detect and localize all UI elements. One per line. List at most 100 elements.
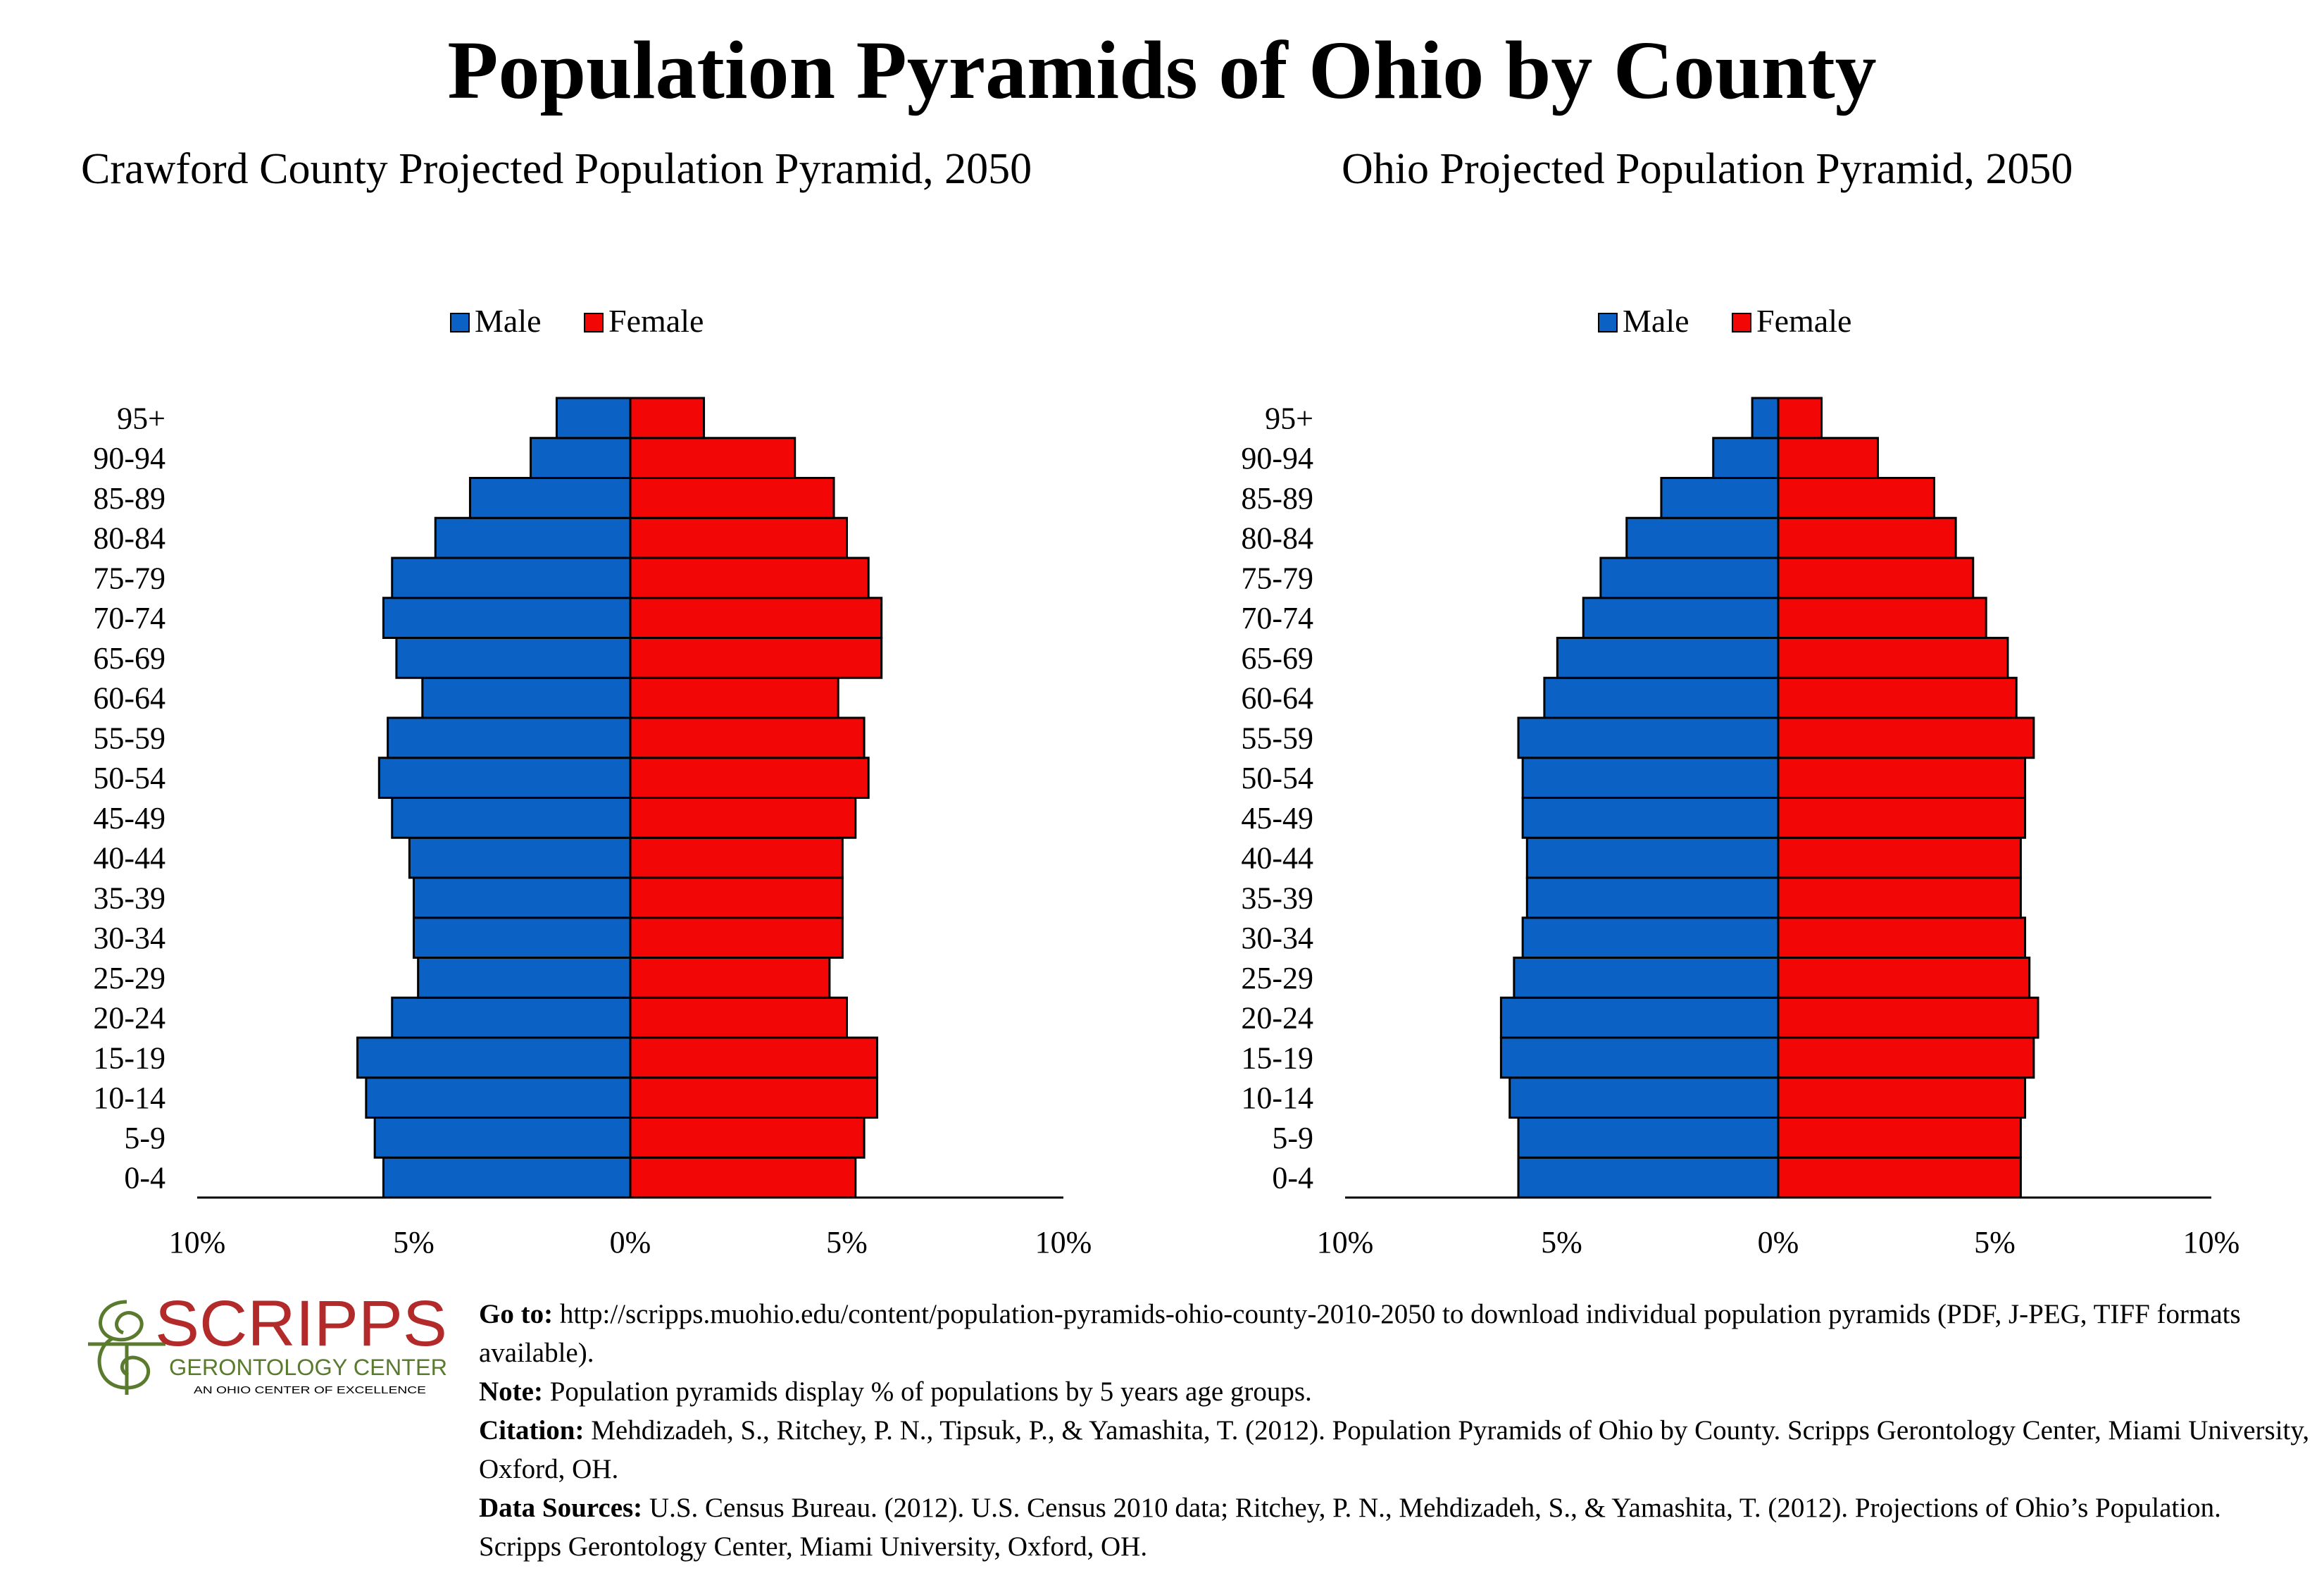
- x-tick-label: 10%: [1035, 1225, 1092, 1260]
- category-label-5-9: 5-9: [124, 1121, 165, 1155]
- legend-swatch-female: [584, 313, 604, 332]
- legend-label-female: Female: [1756, 303, 1851, 339]
- bar-male-20-24: [391, 996, 632, 1039]
- citation-label: Citation:: [479, 1415, 585, 1446]
- bar-female-75-79: [629, 557, 870, 599]
- x-tick-label: 0%: [1758, 1225, 1799, 1260]
- category-label-40-44: 40-44: [93, 841, 165, 876]
- bar-female-0-4: [1777, 1156, 2022, 1199]
- legend-label-male: Male: [1623, 303, 1689, 339]
- footer-notes: Go to: http://scripps.muohio.edu/content…: [479, 1295, 2310, 1566]
- bar-male-30-34: [1521, 916, 1780, 959]
- legend-swatch-male: [450, 313, 470, 332]
- category-label-0-4: 0-4: [124, 1161, 165, 1195]
- category-label-50-54: 50-54: [1241, 761, 1313, 795]
- category-label-55-59: 55-59: [93, 721, 165, 755]
- category-label-80-84: 80-84: [1241, 521, 1313, 556]
- ohio-pyramid-chart: Male Female 0-4 5-9 10-14 15-19 20-24 25-29 30-3…: [1241, 303, 2240, 1260]
- bar-female-60-64: [1777, 676, 2018, 719]
- bar-male-5-9: [1517, 1117, 1780, 1159]
- category-label-70-74: 70-74: [93, 601, 165, 635]
- category-label-15-19: 15-19: [93, 1040, 165, 1075]
- bar-female-95+: [1777, 397, 1823, 440]
- bar-male-35-39: [413, 876, 632, 919]
- bar-female-35-39: [629, 876, 844, 919]
- bar-male-95+: [555, 397, 632, 440]
- bar-male-35-39: [1525, 876, 1780, 919]
- bar-male-15-19: [1499, 1036, 1780, 1079]
- bar-female-25-29: [1777, 957, 2031, 999]
- bar-female-60-64: [629, 676, 839, 719]
- crawford-pyramid-chart: Male Female 0-4 5-9 10-14 15-19 20-24 25-29 30-3…: [93, 303, 1092, 1260]
- bar-male-85-89: [1660, 477, 1780, 519]
- bar-male-60-64: [421, 676, 632, 719]
- bar-female-0-4: [629, 1156, 857, 1199]
- bar-male-25-29: [1513, 957, 1780, 999]
- category-label-0-4: 0-4: [1272, 1161, 1313, 1195]
- bar-male-55-59: [1517, 716, 1780, 759]
- category-label-70-74: 70-74: [1241, 601, 1313, 635]
- bar-male-85-89: [468, 477, 632, 519]
- x-tick-label: 5%: [393, 1225, 435, 1260]
- category-label-60-64: 60-64: [93, 681, 165, 716]
- x-tick-label: 10%: [2183, 1225, 2240, 1260]
- x-tick-label: 10%: [169, 1225, 226, 1260]
- bar-male-55-59: [387, 716, 632, 759]
- bar-female-30-34: [1777, 916, 2027, 959]
- category-label-35-39: 35-39: [1241, 881, 1313, 915]
- bar-female-70-74: [1777, 597, 1987, 639]
- bar-male-10-14: [1508, 1076, 1780, 1119]
- footer-note: Note: Population pyramids display % of p…: [479, 1372, 2310, 1411]
- footer-goto: Go to: http://scripps.muohio.edu/content…: [479, 1295, 2310, 1372]
- bar-female-75-79: [1777, 557, 1975, 599]
- bar-male-95+: [1751, 397, 1780, 440]
- bar-female-65-69: [629, 637, 883, 679]
- bar-male-90-94: [1712, 437, 1780, 479]
- bar-male-75-79: [1599, 557, 1780, 599]
- bar-female-65-69: [1777, 637, 2009, 679]
- bar-male-50-54: [377, 757, 632, 799]
- bar-male-75-79: [391, 557, 632, 599]
- category-label-60-64: 60-64: [1241, 681, 1313, 716]
- bar-female-45-49: [1777, 797, 2027, 839]
- footer-citation: Citation: Mehdizadeh, S., Ritchey, P. N.…: [479, 1411, 2310, 1488]
- category-label-40-44: 40-44: [1241, 841, 1313, 876]
- bar-female-80-84: [1777, 516, 1957, 559]
- legend-label-male: Male: [475, 303, 542, 339]
- category-label-65-69: 65-69: [1241, 641, 1313, 676]
- sources-label: Data Sources:: [479, 1493, 643, 1523]
- x-tick-label: 5%: [826, 1225, 868, 1260]
- bar-male-65-69: [1556, 637, 1780, 679]
- bar-female-5-9: [629, 1117, 866, 1159]
- legend: Male Female: [1598, 303, 1851, 339]
- bar-female-55-59: [629, 716, 866, 759]
- bar-female-20-24: [629, 996, 848, 1039]
- bar-female-80-84: [629, 516, 848, 559]
- legend-swatch-male: [1598, 313, 1618, 332]
- logo-subtitle: GERONTOLOGY CENTER: [169, 1355, 447, 1380]
- bar-female-50-54: [629, 757, 870, 799]
- bar-male-90-94: [530, 437, 632, 479]
- bar-female-10-14: [1777, 1076, 2027, 1119]
- bar-female-70-74: [629, 597, 883, 639]
- logo-name: SCRIPPS: [155, 1289, 447, 1360]
- category-label-80-84: 80-84: [93, 521, 165, 556]
- bar-male-40-44: [1525, 836, 1780, 879]
- bar-female-50-54: [1777, 757, 2027, 799]
- bar-male-70-74: [382, 597, 632, 639]
- bar-male-40-44: [408, 836, 632, 879]
- bar-male-50-54: [1521, 757, 1780, 799]
- x-tick-label: 5%: [1541, 1225, 1582, 1260]
- legend: Male Female: [450, 303, 704, 339]
- citation-text: Mehdizadeh, S., Ritchey, P. N., Tipsuk, …: [479, 1415, 2310, 1484]
- category-label-85-89: 85-89: [93, 481, 165, 516]
- bar-male-0-4: [382, 1156, 632, 1199]
- bar-female-15-19: [1777, 1036, 2035, 1079]
- category-label-95+: 95+: [117, 401, 165, 435]
- category-label-25-29: 25-29: [93, 961, 165, 995]
- legend-swatch-female: [1732, 313, 1751, 332]
- category-label-5-9: 5-9: [1272, 1121, 1313, 1155]
- bar-female-15-19: [629, 1036, 879, 1079]
- category-label-55-59: 55-59: [1241, 721, 1313, 755]
- category-label-30-34: 30-34: [1241, 921, 1313, 955]
